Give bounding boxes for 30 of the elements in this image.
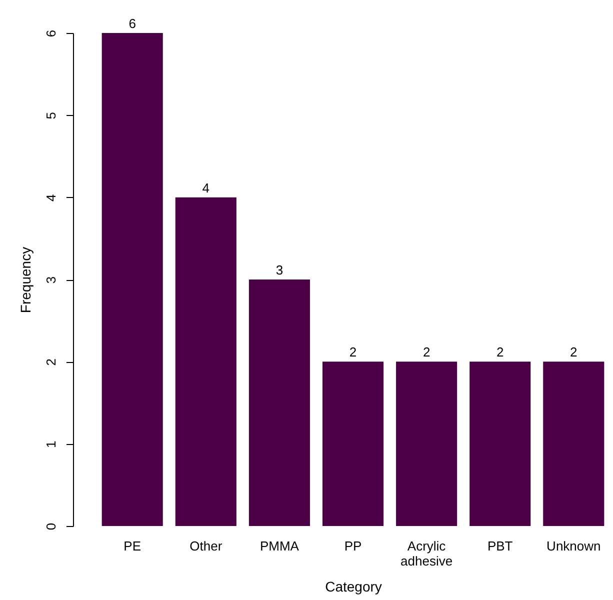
x-tick-label: PP: [344, 538, 362, 554]
data-label: 6: [128, 16, 136, 31]
data-label: 3: [276, 262, 284, 278]
bar: [322, 362, 384, 526]
y-tick-label: 0: [44, 522, 58, 530]
bar: [543, 362, 604, 526]
bar: [102, 33, 163, 526]
y-tick-label: 3: [44, 276, 58, 284]
data-label: 2: [570, 344, 578, 360]
x-tick-label: PE: [124, 538, 142, 554]
y-tick-label: 4: [44, 194, 58, 202]
y-tick-label: 2: [44, 358, 58, 366]
bar: [175, 197, 236, 526]
data-label: 2: [422, 344, 430, 360]
x-tick-label: Acrylic adhesive: [400, 538, 453, 568]
data-label: 4: [202, 180, 210, 196]
x-tick-label: PBT: [487, 538, 513, 554]
data-label: 2: [349, 344, 357, 360]
y-tick-label: 1: [44, 440, 58, 448]
y-axis-title: Frequency: [18, 246, 34, 314]
x-axis-title: Category: [325, 578, 382, 594]
x-tick-label: Other: [190, 538, 223, 554]
x-tick-label: Unknown: [546, 538, 601, 554]
x-tick-label: PMMA: [260, 538, 300, 554]
bar: [248, 280, 310, 526]
bar: [396, 362, 458, 526]
bar: [470, 362, 531, 526]
y-tick-label: 6: [44, 30, 58, 38]
data-label: 2: [496, 344, 504, 360]
y-tick-label: 5: [44, 112, 58, 120]
